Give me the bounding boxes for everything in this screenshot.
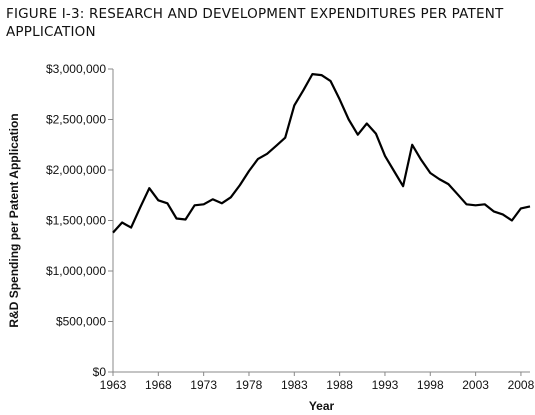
chart-title-line-2: APPLICATION (6, 24, 96, 40)
x-tick-label: 2008 (508, 378, 535, 392)
x-tick-label: 2003 (462, 378, 489, 392)
y-tick-label: $1,500,000 (46, 214, 106, 228)
y-tick-label: $1,000,000 (46, 264, 106, 278)
x-tick-label: 1993 (372, 378, 399, 392)
x-tick-label: 1973 (190, 378, 217, 392)
x-tick-label: 1963 (100, 378, 127, 392)
chart-title-line-1: FIGURE I-3: RESEARCH AND DEVELOPMENT EXP… (6, 6, 504, 22)
y-axis-ticks: $0 $500,000 $1,000,000 $1,500,000 $2,000,000… (46, 62, 113, 379)
x-tick-label: 1988 (326, 378, 353, 392)
y-tick-label: $3,000,000 (46, 62, 106, 76)
y-tick-label: $2,000,000 (46, 163, 106, 177)
x-tick-label: 1968 (145, 378, 172, 392)
data-points (112, 74, 531, 233)
x-axis-ticks: 1963 1968 1973 1978 1983 1988 1993 1998 2003 2008 (100, 372, 535, 392)
y-axis-label: R&D Spending per Patent Application (7, 113, 21, 327)
series-line (112, 72, 531, 234)
x-tick-label: 1998 (417, 378, 444, 392)
x-tick-label: 1978 (236, 378, 263, 392)
y-tick-label: $500,000 (56, 315, 106, 329)
x-tick-label: 1983 (281, 378, 308, 392)
y-tick-label: $0 (93, 365, 107, 379)
y-tick-label: $2,500,000 (46, 113, 106, 127)
x-axis-label: Year (309, 399, 335, 413)
chart-title: FIGURE I-3: RESEARCH AND DEVELOPMENT EXP… (6, 5, 531, 41)
